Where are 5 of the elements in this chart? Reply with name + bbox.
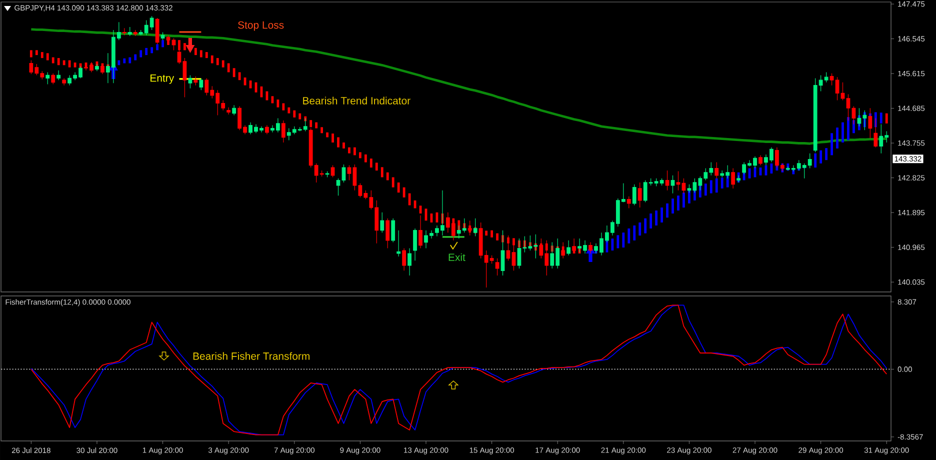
annotation: Bearish Trend Indicator: [303, 96, 410, 104]
annotation: Stop Loss: [238, 21, 284, 31]
annotation: Exit: [448, 253, 466, 261]
annotation: Entry: [150, 74, 174, 84]
annotation: Bearish Fisher Transform: [193, 352, 310, 360]
